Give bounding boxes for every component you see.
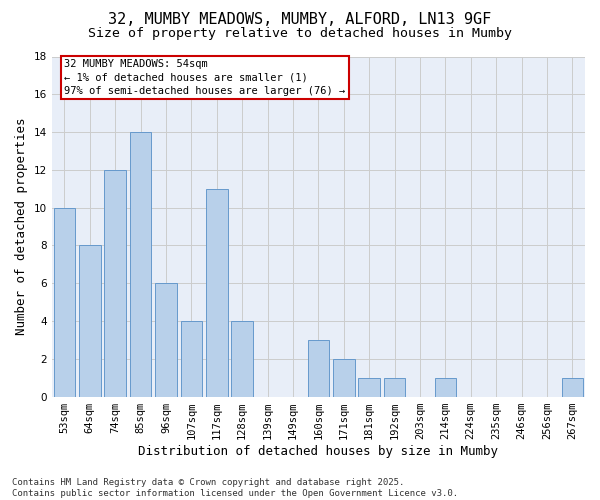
Bar — [155, 283, 177, 397]
Text: 32, MUMBY MEADOWS, MUMBY, ALFORD, LN13 9GF: 32, MUMBY MEADOWS, MUMBY, ALFORD, LN13 9… — [109, 12, 491, 28]
Bar — [384, 378, 406, 396]
Text: Contains HM Land Registry data © Crown copyright and database right 2025.
Contai: Contains HM Land Registry data © Crown c… — [12, 478, 458, 498]
Bar — [333, 359, 355, 397]
Text: 32 MUMBY MEADOWS: 54sqm
← 1% of detached houses are smaller (1)
97% of semi-deta: 32 MUMBY MEADOWS: 54sqm ← 1% of detached… — [64, 60, 346, 96]
X-axis label: Distribution of detached houses by size in Mumby: Distribution of detached houses by size … — [139, 444, 499, 458]
Bar — [308, 340, 329, 396]
Bar — [181, 321, 202, 396]
Text: Size of property relative to detached houses in Mumby: Size of property relative to detached ho… — [88, 28, 512, 40]
Y-axis label: Number of detached properties: Number of detached properties — [15, 118, 28, 336]
Bar — [104, 170, 126, 396]
Bar — [206, 189, 227, 396]
Bar — [562, 378, 583, 396]
Bar — [434, 378, 456, 396]
Bar — [232, 321, 253, 396]
Bar — [53, 208, 75, 396]
Bar — [358, 378, 380, 396]
Bar — [130, 132, 151, 396]
Bar — [79, 246, 101, 396]
